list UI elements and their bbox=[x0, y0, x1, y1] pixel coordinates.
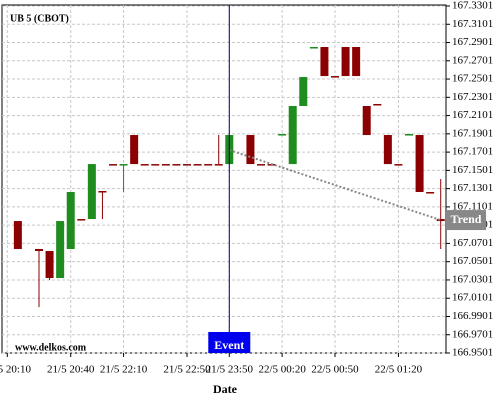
candle-body bbox=[352, 47, 361, 77]
y-tick-label: 167.2701 bbox=[452, 54, 493, 66]
candle-body bbox=[13, 221, 22, 249]
event-label: Event bbox=[214, 338, 244, 352]
candle-body bbox=[109, 164, 117, 166]
candle-body bbox=[204, 164, 213, 166]
y-tick-label: 167.1701 bbox=[452, 146, 493, 158]
x-tick-label: 21/5 23:50 bbox=[206, 364, 254, 376]
y-tick-label: 167.0101 bbox=[452, 292, 493, 304]
trend-label-box bbox=[446, 210, 486, 231]
x-tick-label: 21/5 20:10 bbox=[0, 364, 31, 376]
x-axis-label: Date bbox=[213, 382, 238, 396]
candle-body bbox=[373, 103, 382, 106]
x-tick-label: 22/5 00:20 bbox=[258, 364, 306, 376]
candle-body bbox=[331, 76, 339, 78]
candle-body bbox=[405, 134, 413, 136]
y-tick-label: 167.3101 bbox=[452, 18, 493, 30]
y-tick-label: 167.1101 bbox=[452, 200, 493, 212]
candle-body bbox=[56, 221, 65, 279]
candle-body bbox=[130, 135, 139, 165]
y-tick-label: 167.0501 bbox=[452, 255, 493, 267]
x-tick-label: 22/5 00:50 bbox=[311, 364, 359, 376]
watermark: www.delkos.com bbox=[15, 342, 87, 353]
y-tick-label: 167.0701 bbox=[452, 237, 493, 249]
candle-body bbox=[161, 164, 170, 166]
candle-body bbox=[151, 164, 160, 166]
y-tick-label: 166.9901 bbox=[452, 310, 493, 322]
candle-body bbox=[299, 77, 308, 106]
candle-body bbox=[394, 164, 403, 166]
candle-body bbox=[87, 164, 96, 220]
candle-body bbox=[119, 164, 128, 166]
candle-body bbox=[77, 219, 86, 221]
candle-body bbox=[383, 135, 392, 165]
candle-body bbox=[140, 164, 149, 166]
y-tick-label: 167.3301 bbox=[452, 0, 493, 12]
candle-body bbox=[214, 164, 223, 166]
y-tick-label: 166.9701 bbox=[452, 328, 493, 340]
candle-body bbox=[246, 135, 255, 165]
candle-body bbox=[362, 105, 371, 136]
y-tick-label: 167.2301 bbox=[452, 91, 493, 103]
x-tick-label: 21/5 20:40 bbox=[47, 364, 95, 376]
x-tick-label: 22/5 01:20 bbox=[375, 364, 423, 376]
candle-body bbox=[98, 191, 107, 193]
x-tick-label: 21/5 22:50 bbox=[163, 364, 211, 376]
x-tick-label: 21/5 22:10 bbox=[100, 364, 148, 376]
y-tick-label: 167.2101 bbox=[452, 109, 493, 121]
y-tick-label: 167.1301 bbox=[452, 182, 493, 194]
trend-label: Trend bbox=[451, 212, 482, 226]
candle-body bbox=[193, 164, 202, 166]
candle-body bbox=[257, 164, 265, 166]
candle-body bbox=[278, 134, 287, 136]
candle-body bbox=[320, 47, 329, 77]
trend-line bbox=[228, 149, 442, 221]
candle-body bbox=[426, 192, 435, 194]
y-tick-label: 166.9501 bbox=[452, 347, 493, 359]
y-tick-label: 167.1501 bbox=[452, 164, 493, 176]
candle-body bbox=[45, 251, 54, 279]
candle-body bbox=[341, 47, 350, 77]
candle-body bbox=[66, 192, 75, 249]
candle-body bbox=[436, 219, 445, 222]
candle-body bbox=[309, 47, 318, 49]
event-label-box bbox=[208, 332, 251, 353]
chart-title: UB 5 (CBOT) bbox=[10, 13, 69, 24]
candle-body bbox=[183, 164, 191, 166]
candle-body bbox=[172, 164, 181, 166]
y-tick-label: 167.2501 bbox=[452, 73, 493, 85]
y-tick-label: 167.1901 bbox=[452, 127, 493, 139]
candle-body bbox=[288, 105, 297, 165]
plot-area bbox=[1, 4, 447, 354]
candle-body bbox=[35, 248, 43, 252]
candle-body bbox=[415, 135, 424, 193]
y-tick-label: 167.0301 bbox=[452, 273, 493, 285]
y-tick-label: 167.2901 bbox=[452, 36, 493, 48]
